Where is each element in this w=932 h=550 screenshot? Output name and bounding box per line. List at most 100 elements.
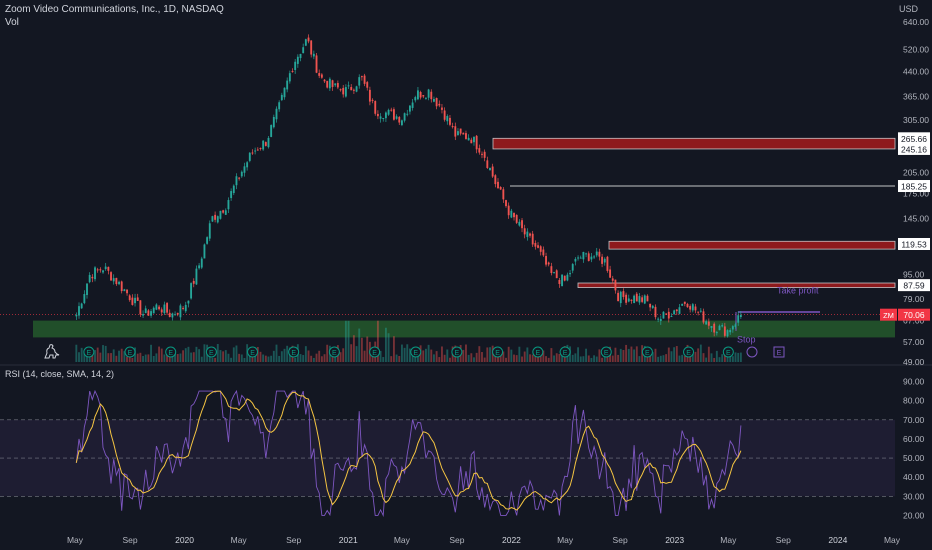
candle-body[interactable] <box>670 316 673 318</box>
candle-body[interactable] <box>251 152 254 154</box>
candle-body[interactable] <box>622 291 625 297</box>
candle-body[interactable] <box>521 220 523 229</box>
candle-body[interactable] <box>211 216 214 222</box>
candle-body[interactable] <box>606 256 609 271</box>
earnings-marker[interactable] <box>410 346 422 358</box>
candle-body[interactable] <box>107 266 110 271</box>
candle-body[interactable] <box>248 152 251 161</box>
candle-body[interactable] <box>224 210 227 215</box>
earnings-marker[interactable] <box>559 346 571 358</box>
candle-body[interactable] <box>150 311 152 316</box>
candle-body[interactable] <box>384 112 387 119</box>
candle-body[interactable] <box>350 87 353 91</box>
candle-body[interactable] <box>395 116 398 119</box>
candle-body[interactable] <box>558 280 561 284</box>
candle-body[interactable] <box>702 311 705 323</box>
candle-body[interactable] <box>376 113 379 117</box>
candle-body[interactable] <box>563 275 566 281</box>
candle-body[interactable] <box>462 132 465 135</box>
candle-body[interactable] <box>694 306 697 311</box>
candle-body[interactable] <box>246 162 249 168</box>
earnings-marker[interactable] <box>83 346 95 358</box>
candle-body[interactable] <box>537 245 539 248</box>
candle-body[interactable] <box>569 273 571 275</box>
candle-body[interactable] <box>486 160 489 168</box>
candle-body[interactable] <box>483 151 486 158</box>
candle-body[interactable] <box>256 149 259 151</box>
candle-body[interactable] <box>718 325 721 331</box>
candle-body[interactable] <box>240 171 243 177</box>
candle-body[interactable] <box>590 256 593 260</box>
candle-body[interactable] <box>587 253 590 261</box>
candle-body[interactable] <box>523 228 526 235</box>
candle-body[interactable] <box>336 83 339 88</box>
candle-body[interactable] <box>230 191 233 199</box>
candle-body[interactable] <box>425 97 427 99</box>
resistance-zone[interactable] <box>577 282 896 288</box>
candle-body[interactable] <box>459 128 462 134</box>
earnings-marker[interactable] <box>600 346 612 358</box>
candle-body[interactable] <box>152 307 155 314</box>
candle-body[interactable] <box>513 212 515 218</box>
candle-body[interactable] <box>593 256 596 258</box>
candle-body[interactable] <box>104 266 107 270</box>
earnings-marker[interactable] <box>205 346 217 358</box>
candle-body[interactable] <box>713 323 716 333</box>
candle-body[interactable] <box>651 305 654 309</box>
candle-body[interactable] <box>296 56 299 64</box>
candle-body[interactable] <box>200 258 203 268</box>
candle-body[interactable] <box>344 87 347 97</box>
candle-body[interactable] <box>657 318 660 320</box>
candle-body[interactable] <box>449 117 451 125</box>
candle-body[interactable] <box>739 314 742 318</box>
candle-body[interactable] <box>126 289 128 294</box>
earnings-marker[interactable] <box>451 346 463 358</box>
candle-body[interactable] <box>505 200 507 207</box>
candle-body[interactable] <box>96 269 99 271</box>
candle-body[interactable] <box>99 269 102 271</box>
earnings-marker[interactable] <box>247 346 259 358</box>
candle-body[interactable] <box>625 294 628 303</box>
candle-body[interactable] <box>307 37 310 42</box>
candle-body[interactable] <box>259 147 262 149</box>
candle-body[interactable] <box>507 205 510 216</box>
candle-body[interactable] <box>264 142 267 146</box>
candle-body[interactable] <box>595 251 598 256</box>
candle-body[interactable] <box>302 47 305 54</box>
candle-body[interactable] <box>545 256 547 265</box>
candle-body[interactable] <box>368 89 371 102</box>
candle-body[interactable] <box>542 249 545 256</box>
candle-body[interactable] <box>654 306 657 318</box>
support-zone[interactable] <box>33 320 895 338</box>
dividend-marker[interactable] <box>746 346 758 358</box>
candle-body[interactable] <box>451 126 454 128</box>
candle-body[interactable] <box>91 276 94 279</box>
candle-body[interactable] <box>299 53 302 59</box>
candle-body[interactable] <box>550 266 553 273</box>
candle-body[interactable] <box>499 187 502 190</box>
candle-body[interactable] <box>312 53 315 57</box>
candle-body[interactable] <box>304 39 307 46</box>
candle-body[interactable] <box>643 295 646 304</box>
candle-body[interactable] <box>561 274 563 287</box>
candle-body[interactable] <box>216 216 219 223</box>
candle-body[interactable] <box>481 153 483 155</box>
candle-body[interactable] <box>278 102 281 110</box>
candle-body[interactable] <box>475 135 478 150</box>
candle-body[interactable] <box>734 324 737 327</box>
candle-body[interactable] <box>675 309 678 312</box>
candle-body[interactable] <box>326 80 329 88</box>
earnings-marker[interactable] <box>124 346 136 358</box>
candle-body[interactable] <box>400 120 403 126</box>
candle-body[interactable] <box>243 166 246 173</box>
candle-body[interactable] <box>406 113 409 115</box>
candle-body[interactable] <box>166 303 169 313</box>
candle-body[interactable] <box>160 309 163 313</box>
candle-body[interactable] <box>363 75 366 84</box>
candle-body[interactable] <box>662 311 665 319</box>
candle-body[interactable] <box>280 94 283 101</box>
candle-body[interactable] <box>382 118 385 120</box>
candle-body[interactable] <box>262 140 265 150</box>
candle-body[interactable] <box>699 310 702 312</box>
candle-body[interactable] <box>320 74 323 78</box>
